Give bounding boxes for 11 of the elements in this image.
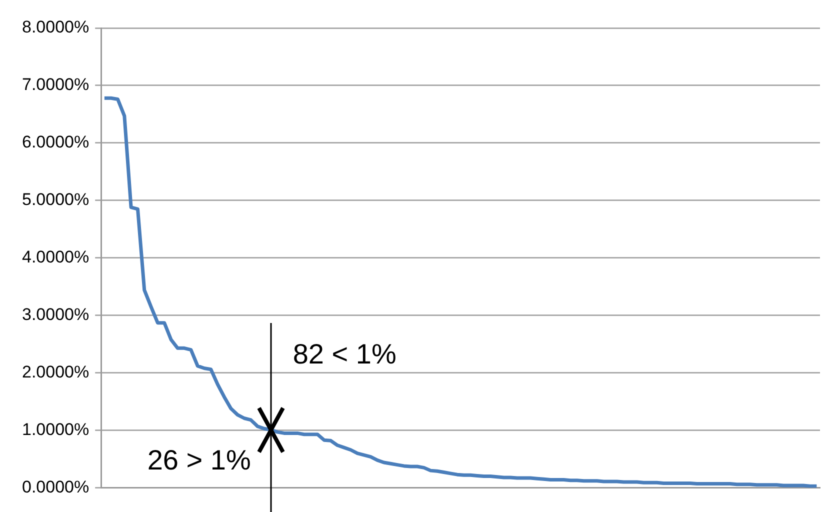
y-tick-label: 2.0000% xyxy=(22,362,90,382)
y-tick-label: 7.0000% xyxy=(22,75,90,94)
y-tick-label: 6.0000% xyxy=(22,132,90,152)
y-tick-label: 3.0000% xyxy=(22,305,90,324)
y-tick-label: 8.0000% xyxy=(22,18,90,37)
y-tick-label: 0.0000% xyxy=(22,477,90,496)
y-tick-label: 4.0000% xyxy=(22,248,90,267)
annotation: 26 > 1% xyxy=(147,444,251,476)
y-tick-label: 5.0000% xyxy=(22,190,90,210)
annotation: 82 < 1% xyxy=(292,338,396,370)
y-tick-label: 1.0000% xyxy=(22,420,90,440)
